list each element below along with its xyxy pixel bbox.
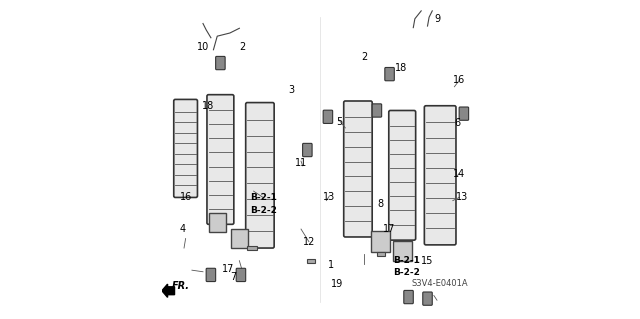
Text: 10: 10 xyxy=(197,42,209,52)
FancyBboxPatch shape xyxy=(216,56,225,70)
Text: 19: 19 xyxy=(332,279,344,289)
FancyBboxPatch shape xyxy=(344,101,372,237)
FancyBboxPatch shape xyxy=(385,68,394,81)
Bar xyxy=(247,246,257,250)
Text: 17: 17 xyxy=(383,224,396,234)
Text: 14: 14 xyxy=(453,169,465,179)
Text: 16: 16 xyxy=(179,192,192,203)
Text: 8: 8 xyxy=(377,199,383,209)
Text: 13: 13 xyxy=(323,192,335,203)
Text: 5: 5 xyxy=(336,116,342,127)
FancyBboxPatch shape xyxy=(424,106,456,245)
Text: 7: 7 xyxy=(230,271,236,281)
Text: B-2-1: B-2-1 xyxy=(250,193,276,202)
Bar xyxy=(209,213,226,232)
FancyBboxPatch shape xyxy=(423,292,432,305)
FancyBboxPatch shape xyxy=(246,103,274,248)
FancyBboxPatch shape xyxy=(236,268,246,282)
Text: 4: 4 xyxy=(179,224,186,234)
Text: B-2-2: B-2-2 xyxy=(394,268,420,277)
Bar xyxy=(393,241,412,262)
FancyBboxPatch shape xyxy=(303,143,312,157)
Text: 6: 6 xyxy=(454,118,461,128)
FancyBboxPatch shape xyxy=(207,95,234,224)
Text: 9: 9 xyxy=(434,14,440,24)
FancyArrow shape xyxy=(162,284,175,297)
Text: 17: 17 xyxy=(222,263,234,274)
Text: 13: 13 xyxy=(456,192,468,203)
FancyBboxPatch shape xyxy=(173,100,198,197)
Text: 1: 1 xyxy=(328,260,334,271)
Text: 18: 18 xyxy=(394,63,407,73)
Text: 18: 18 xyxy=(202,101,214,111)
Text: S3V4-E0401A: S3V4-E0401A xyxy=(412,279,468,288)
Text: 2: 2 xyxy=(361,52,367,62)
FancyBboxPatch shape xyxy=(323,110,333,123)
Text: 15: 15 xyxy=(421,256,434,266)
Text: 2: 2 xyxy=(239,42,246,52)
Text: B-2-2: B-2-2 xyxy=(250,206,276,215)
Bar xyxy=(377,252,385,256)
Text: 3: 3 xyxy=(289,85,294,95)
Bar xyxy=(307,259,316,263)
FancyBboxPatch shape xyxy=(206,268,216,282)
Text: 16: 16 xyxy=(453,76,465,85)
Bar xyxy=(230,229,248,248)
FancyBboxPatch shape xyxy=(372,104,381,117)
FancyBboxPatch shape xyxy=(404,290,413,304)
FancyBboxPatch shape xyxy=(459,107,468,120)
Text: 12: 12 xyxy=(303,237,315,247)
Bar xyxy=(371,232,390,252)
Text: 11: 11 xyxy=(295,158,307,168)
FancyBboxPatch shape xyxy=(388,110,415,240)
Text: FR.: FR. xyxy=(172,281,190,291)
Text: B-2-1: B-2-1 xyxy=(394,256,420,264)
